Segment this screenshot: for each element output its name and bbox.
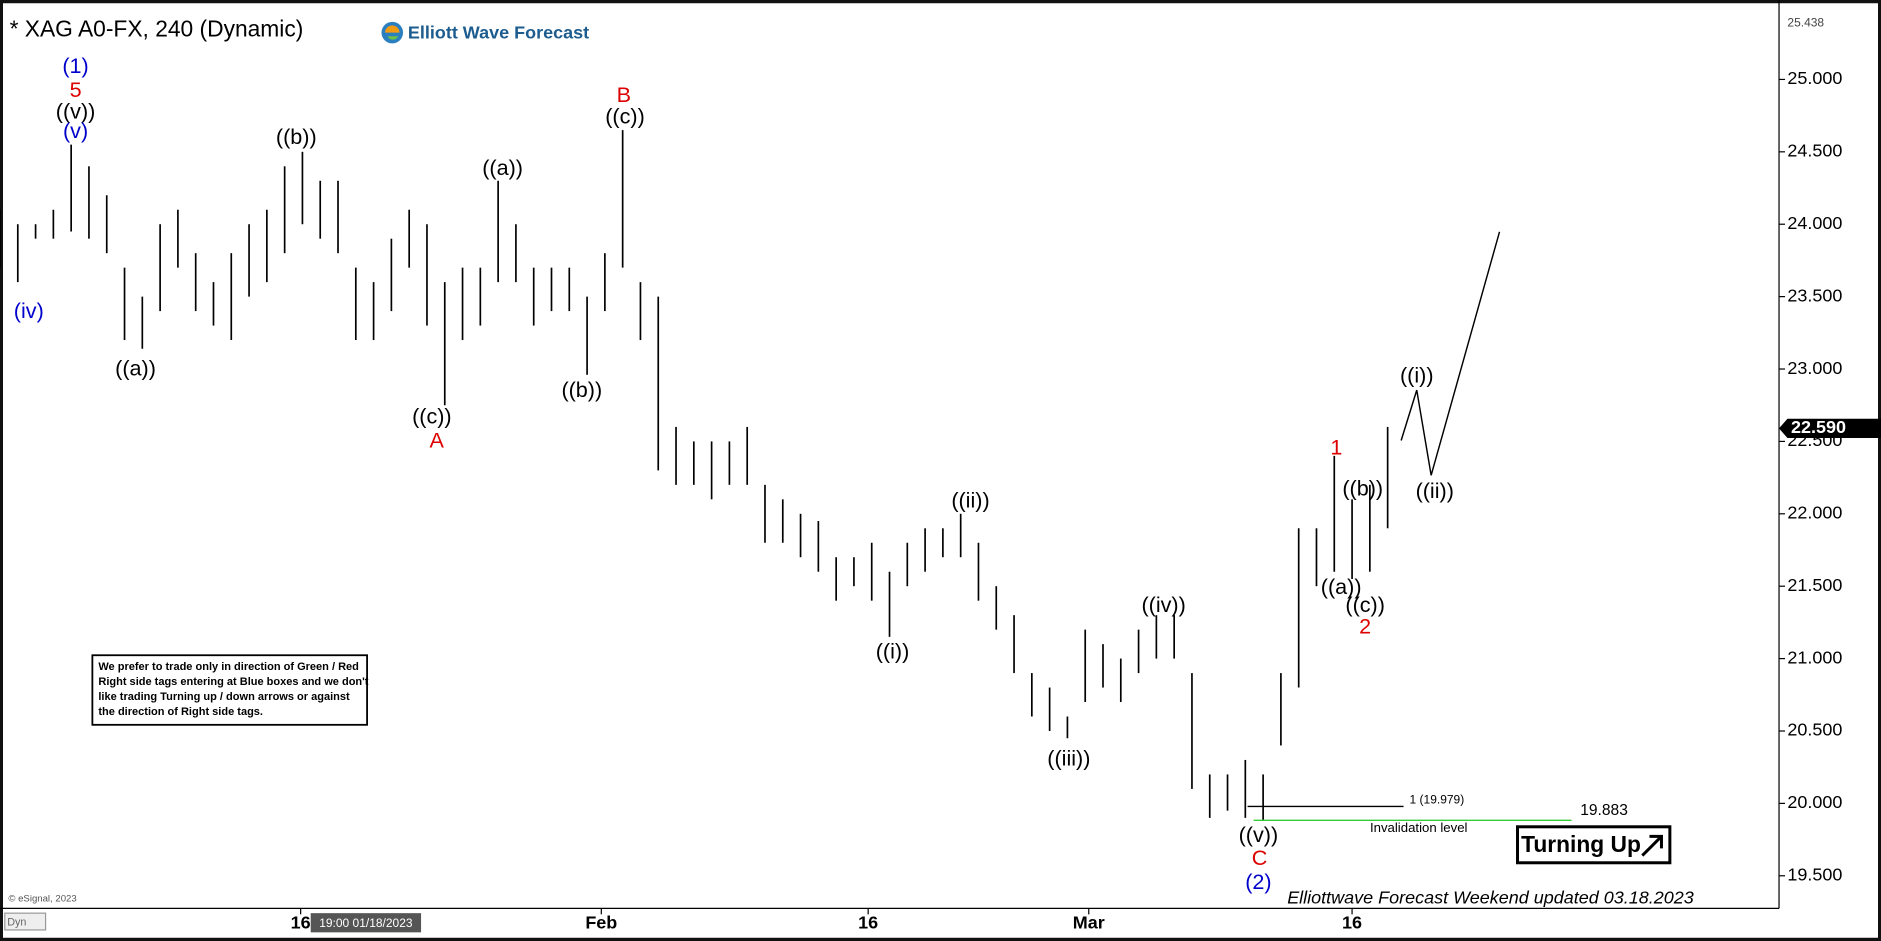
wave-label: (2) — [1245, 869, 1271, 894]
y-tick-label: 24.500 — [1787, 141, 1842, 161]
cursor-time-box — [310, 913, 422, 933]
y-tick-label: 24.000 — [1787, 213, 1842, 233]
last-price-label: 22.590 — [1791, 417, 1846, 437]
wave-label: 1 — [1330, 435, 1342, 460]
y-tick-label: 23.500 — [1787, 285, 1842, 305]
note-box — [91, 654, 368, 726]
y-tick-label: 20.500 — [1787, 720, 1842, 740]
chart-title: * XAG A0-FX, 240 (Dynamic) — [10, 15, 304, 41]
note-line: like trading Turning up / down arrows or… — [98, 691, 350, 703]
note-line: the direction of Right side tags. — [98, 706, 263, 718]
wave-label: ((a)) — [1321, 574, 1362, 599]
x-tick-label: 16 — [1342, 913, 1362, 933]
wave-label: ((b)) — [1342, 475, 1383, 500]
wave-label: ((c)) — [605, 104, 645, 129]
note-text: We prefer to trade only in direction of … — [98, 661, 368, 718]
logo-icon-part — [387, 36, 399, 40]
wave-label: ((i)) — [876, 639, 910, 664]
mode-label: Dyn — [7, 917, 26, 929]
x-tick-label: Mar — [1073, 913, 1105, 933]
wave-label: ((iii)) — [1047, 745, 1090, 770]
wave-label: A — [429, 427, 444, 452]
projection-path — [1400, 231, 1501, 476]
wave-label: ((v)) — [1239, 822, 1279, 847]
wave-label: (v) — [63, 118, 88, 143]
wave-label: ((ii)) — [1416, 478, 1454, 503]
logo-icon-part — [385, 25, 400, 33]
wave-label: ((b)) — [561, 377, 602, 402]
wave-label: (iv) — [14, 298, 44, 323]
y-tick-label: 23.000 — [1787, 358, 1842, 378]
y-tick-label: 25.000 — [1787, 68, 1842, 88]
brand-name: Elliott Wave Forecast — [408, 23, 589, 43]
copyright: © eSignal, 2023 — [8, 893, 76, 904]
wave-label: 5 — [70, 77, 82, 102]
brand-logo: Elliott Wave Forecast — [381, 21, 589, 44]
y-tick-label: 22.000 — [1787, 503, 1842, 523]
wave-label: ((ii)) — [951, 487, 989, 512]
x-tick-label: Feb — [585, 913, 617, 933]
wave-label: ((v)) — [56, 99, 96, 124]
x-tick-label: 16 — [858, 913, 878, 933]
footer: Elliottwave Forecast Weekend updated 03.… — [1287, 888, 1694, 908]
cursor-time: 19:00 01/18/2023 — [319, 916, 413, 930]
note-line: We prefer to trade only in direction of … — [98, 661, 359, 673]
level-label: 1 (19.979) — [1410, 793, 1465, 807]
wave-label: ((a)) — [482, 155, 523, 180]
wave-label: ((i)) — [1400, 363, 1434, 388]
note-line: Right side tags entering at Blue boxes a… — [98, 676, 368, 688]
wave-label: B — [617, 82, 631, 107]
axis-top-label: 25.438 — [1787, 15, 1824, 29]
wave-label: ((c)) — [1345, 592, 1385, 617]
wave-label: ((a)) — [115, 355, 156, 380]
logo-icon — [381, 21, 404, 44]
level-label: 19.883 — [1580, 802, 1628, 819]
wave-label: ((iv)) — [1141, 592, 1185, 617]
wave-label: 2 — [1359, 613, 1371, 638]
invalidation-label: Invalidation level — [1370, 820, 1468, 835]
y-tick-label: 21.000 — [1787, 647, 1842, 667]
wave-label: C — [1252, 845, 1268, 870]
y-tick-label: 21.500 — [1787, 575, 1842, 595]
wave-label: (1) — [62, 53, 88, 78]
mode-box — [4, 912, 47, 931]
wave-label: ((b)) — [276, 124, 317, 149]
signal-box — [1516, 825, 1672, 865]
wave-label: ((c)) — [412, 403, 452, 428]
signal-label: Turning Up — [1521, 831, 1641, 857]
y-tick-label: 19.500 — [1787, 865, 1842, 885]
y-tick-label: 20.000 — [1787, 792, 1842, 812]
last-price-tag — [1779, 418, 1881, 438]
signal-arrow — [1641, 834, 1663, 857]
x-tick-label: 16 — [291, 913, 311, 933]
